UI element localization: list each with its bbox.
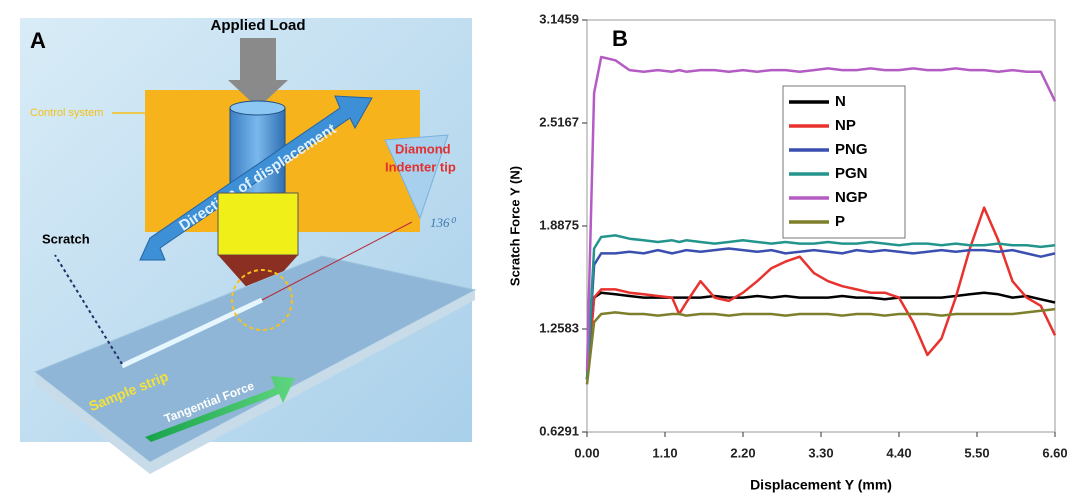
panel-label: A <box>30 28 46 53</box>
legend-label: N <box>835 93 846 110</box>
x-tick-label: 4.40 <box>886 445 911 460</box>
x-tick-label: 2.20 <box>730 445 755 460</box>
legend-label: PNG <box>835 141 868 158</box>
angle-label: 136⁰ <box>430 215 457 230</box>
holder <box>217 192 299 256</box>
legend-label: NGP <box>835 189 868 206</box>
y-tick-label: 1.8875 <box>539 217 579 232</box>
series-line <box>585 55 1057 372</box>
legend-label: P <box>835 213 845 230</box>
cylinder-top <box>229 100 286 116</box>
zoom-line <box>261 221 413 301</box>
legend-label: NP <box>835 117 856 134</box>
load-label: Applied Load <box>211 17 306 34</box>
y-tick-label: 2.5167 <box>539 114 579 129</box>
series-line <box>585 234 1056 380</box>
tip-label: Diamond <box>395 141 451 156</box>
series-line <box>585 307 1056 385</box>
scratch-track <box>120 297 264 369</box>
direction-arrow <box>139 95 373 261</box>
series-line <box>585 247 1056 380</box>
force-arrow <box>145 376 295 442</box>
legend-box <box>782 85 906 239</box>
series-line <box>585 291 1056 380</box>
control-label: Control system <box>30 107 103 119</box>
y-axis-label: Scratch Force Y (N) <box>507 166 522 286</box>
panel-a: A Applied Load Control system Direction … <box>20 17 477 474</box>
y-tick-label: 3.1459 <box>539 11 579 26</box>
legend-label: PGN <box>835 165 868 182</box>
diamond-tip <box>384 134 449 220</box>
indenter <box>218 255 298 300</box>
y-tick-label: 0.6291 <box>539 423 579 438</box>
panel-label: B <box>612 26 628 51</box>
load-arrow <box>228 38 288 108</box>
zoom-circle <box>231 269 293 331</box>
scratch-label: Scratch <box>42 231 90 246</box>
y-tick-label: 1.2583 <box>539 320 579 335</box>
panel-b: B 0.6291 1.2583 1.8875 2.5167 3.1459 0.00 1.10 2… <box>507 11 1067 492</box>
x-tick-label: 1.10 <box>652 445 677 460</box>
tip-label: Indenter tip <box>385 159 456 174</box>
x-axis-label: Displacement Y (mm) <box>750 477 892 493</box>
series-line <box>585 206 1057 380</box>
x-tick-label: 0.00 <box>574 445 599 460</box>
x-tick-label: 3.30 <box>808 445 833 460</box>
x-tick-label: 6.60 <box>1042 445 1067 460</box>
x-tick-label: 5.50 <box>964 445 989 460</box>
